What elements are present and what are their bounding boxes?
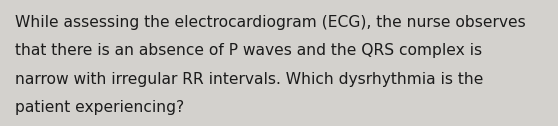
Text: narrow with irregular RR intervals. Which dysrhythmia is the: narrow with irregular RR intervals. Whic… — [15, 72, 483, 87]
Text: patient experiencing?: patient experiencing? — [15, 100, 184, 115]
Text: that there is an absence of P waves and the QRS complex is: that there is an absence of P waves and … — [15, 43, 482, 58]
Text: While assessing the electrocardiogram (ECG), the nurse observes: While assessing the electrocardiogram (E… — [15, 15, 526, 30]
